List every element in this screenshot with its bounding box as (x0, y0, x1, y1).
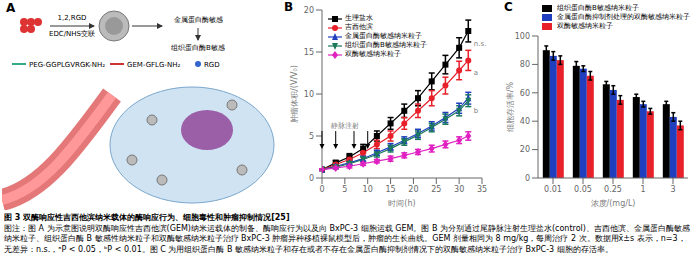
svg-text:20: 20 (520, 145, 530, 154)
html-text:图注：图 A 为示意图说明双酶响应性吉西他滨(GEM)纳米运: 图注：图 A 为示意图说明双酶响应性吉西他滨(GEM)纳米运载体的制备、酶响应行… (4, 223, 690, 254)
svg-text:60: 60 (520, 89, 530, 98)
svg-text:n.s.: n.s. (474, 40, 487, 48)
svg-text:A: A (6, 1, 16, 15)
svg-text:PEG-GGPLGVRGK-NH₂: PEG-GGPLGVRGK-NH₂ (29, 61, 105, 69)
svg-text:EDC/NHS交联: EDC/NHS交联 (49, 30, 95, 38)
svg-text:10: 10 (363, 185, 373, 194)
html-text:生理盐水: 生理盐水 (345, 14, 373, 22)
svg-text:0.01: 0.01 (544, 185, 562, 194)
svg-text:100: 100 (515, 32, 530, 41)
svg-text:1: 1 (640, 185, 645, 194)
svg-text:5: 5 (342, 185, 347, 194)
html-text:C: C (504, 0, 513, 14)
html-text:组织蛋白酶B敏感纳米粒子: 组织蛋白酶B敏感纳米粒子 (345, 41, 427, 49)
svg-text:1,2,RGD: 1,2,RGD (57, 14, 86, 22)
svg-text:RGD: RGD (204, 61, 220, 69)
svg-text:a: a (474, 69, 478, 77)
svg-text:细胞存活率/%: 细胞存活率/% (506, 81, 515, 132)
svg-text:0.05: 0.05 (574, 185, 592, 194)
svg-text:0.25: 0.25 (604, 185, 622, 194)
svg-text:10: 10 (304, 90, 314, 99)
svg-text:静脉注射: 静脉注射 (331, 122, 359, 130)
html-text:金属蛋白酶抑制剂处理的双酶敏感纳米粒子: 金属蛋白酶抑制剂处理的双酶敏感纳米粒子 (557, 13, 690, 21)
svg-text:80: 80 (520, 60, 530, 69)
html-text:图 3 双酶响应性吉西他滨纳米载体的酶响应行为、细胞毒性和肿: 图 3 双酶响应性吉西他滨纳米载体的酶响应行为、细胞毒性和肿瘤抑制情况[25] (4, 213, 290, 222)
svg-text:15: 15 (304, 48, 314, 57)
html-text:金属蛋白酶敏感纳米粒子: 金属蛋白酶敏感纳米粒子 (345, 32, 422, 40)
html-text:组织蛋白酶B敏感纳米粒子: 组织蛋白酶B敏感纳米粒子 (557, 4, 639, 12)
svg-text:20: 20 (304, 6, 314, 15)
svg-text:20: 20 (408, 185, 418, 194)
svg-text:GEM-GFLG-NH₂: GEM-GFLG-NH₂ (127, 61, 180, 69)
svg-text:0: 0 (309, 174, 314, 183)
svg-text:5: 5 (309, 132, 314, 141)
svg-text:3: 3 (670, 185, 675, 194)
svg-text:b: b (474, 107, 479, 115)
svg-text:0: 0 (319, 185, 324, 194)
svg-text:15: 15 (385, 185, 395, 194)
html-text:双酶敏感纳米粒子: 双酶敏感纳米粒子 (345, 50, 401, 58)
svg-text:25: 25 (431, 185, 441, 194)
svg-text:40: 40 (520, 117, 530, 126)
svg-text:肿瘤体积/(V/V₀): 肿瘤体积/(V/V₀) (290, 65, 299, 123)
html-text:B: B (284, 0, 294, 14)
svg-text:30: 30 (454, 185, 464, 194)
html-text:吉西他滨: 吉西他滨 (345, 23, 373, 31)
svg-text:35: 35 (477, 185, 487, 194)
svg-text:浓度/(mg/L): 浓度/(mg/L) (591, 199, 636, 208)
html-text:双酶敏感纳米粒子: 双酶敏感纳米粒子 (557, 22, 613, 30)
svg-text:金属蛋白酶敏感: 金属蛋白酶敏感 (174, 16, 223, 24)
svg-text:组织蛋白酶B敏感: 组织蛋白酶B敏感 (171, 44, 225, 52)
svg-text:0: 0 (525, 174, 530, 183)
svg-text:时间(h): 时间(h) (388, 199, 415, 208)
